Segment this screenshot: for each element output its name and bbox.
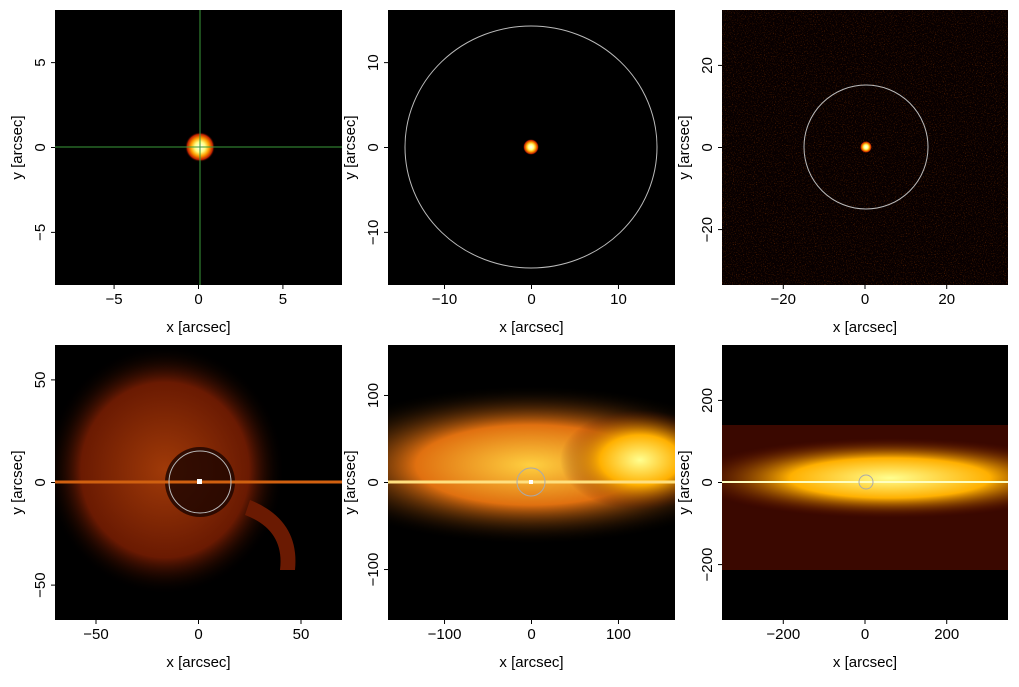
x-tick-label: 5 [279, 291, 287, 308]
x-axis-label: x [arcsec] [166, 319, 230, 336]
y-tick-label: −200 [699, 548, 716, 582]
y-axis-label: y [arcsec] [9, 450, 26, 514]
x-tick-label: −50 [83, 626, 108, 643]
y-axis-label: y [arcsec] [9, 115, 26, 179]
x-tick-label: 0 [194, 291, 202, 308]
y-axis-label: y [arcsec] [676, 115, 693, 179]
x-tick-label: −20 [771, 291, 796, 308]
image-panel [55, 345, 342, 620]
x-tick-label: −5 [106, 291, 123, 308]
y-tick-label: −10 [365, 220, 382, 245]
x-tick-label: 50 [293, 626, 310, 643]
y-axis-label: y [arcsec] [676, 450, 693, 514]
y-tick-label: 5 [32, 58, 49, 66]
y-axis-label: y [arcsec] [342, 450, 359, 514]
x-axis-label: x [arcsec] [833, 319, 897, 336]
x-tick-label: −200 [766, 626, 800, 643]
x-tick-label: −100 [428, 626, 462, 643]
x-axis-label: x [arcsec] [833, 654, 897, 671]
image-panel [55, 10, 342, 285]
x-tick-label: 0 [527, 626, 535, 643]
y-tick-label: 10 [365, 54, 382, 71]
y-tick-label: −100 [365, 553, 382, 587]
y-tick-label: −50 [32, 572, 49, 597]
image-panel [722, 345, 1008, 620]
x-axis-label: x [arcsec] [499, 654, 563, 671]
x-tick-label: 0 [861, 291, 869, 308]
y-tick-label: 0 [699, 478, 716, 486]
x-tick-label: 0 [527, 291, 535, 308]
x-tick-label: 20 [938, 291, 955, 308]
y-axis-label: y [arcsec] [342, 115, 359, 179]
x-axis-label: x [arcsec] [166, 654, 230, 671]
x-tick-label: 100 [606, 626, 631, 643]
x-axis-label: x [arcsec] [499, 319, 563, 336]
y-tick-label: 50 [32, 372, 49, 389]
image-panel [722, 10, 1008, 285]
y-tick-label: 0 [365, 143, 382, 151]
x-tick-label: 200 [934, 626, 959, 643]
image-panel [388, 345, 675, 620]
x-tick-label: 0 [861, 626, 869, 643]
image-panel [388, 10, 675, 285]
x-tick-label: 0 [194, 626, 202, 643]
y-tick-label: −5 [32, 224, 49, 241]
x-tick-label: −10 [432, 291, 457, 308]
y-tick-label: 0 [32, 478, 49, 486]
y-tick-label: 200 [699, 388, 716, 413]
y-tick-label: 0 [32, 143, 49, 151]
y-tick-label: 0 [699, 143, 716, 151]
y-tick-label: 0 [365, 478, 382, 486]
y-tick-label: −20 [699, 217, 716, 242]
y-tick-label: 20 [699, 57, 716, 74]
y-tick-label: 100 [365, 383, 382, 408]
x-tick-label: 10 [610, 291, 627, 308]
